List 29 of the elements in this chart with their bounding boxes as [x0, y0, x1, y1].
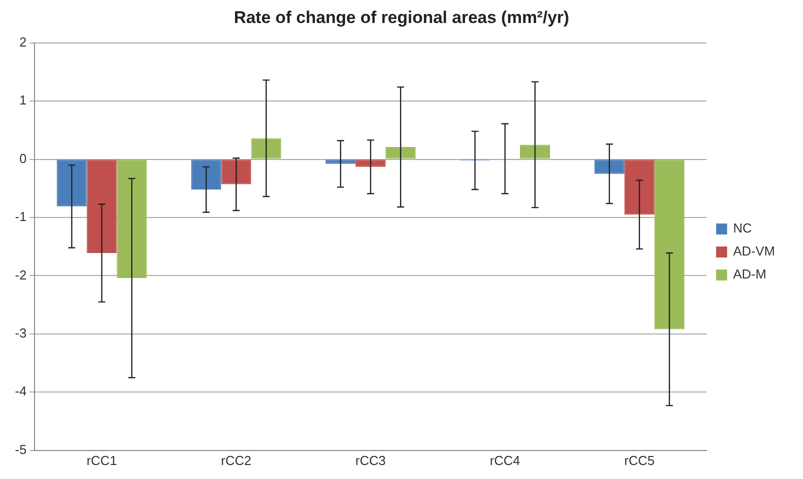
bar: [386, 147, 416, 159]
legend-label: AD-M: [733, 266, 766, 282]
bar: [654, 160, 684, 330]
legend-label: AD-VM: [733, 244, 775, 259]
x-tick-label: rCC4: [490, 452, 520, 468]
y-tick-label: -5: [14, 442, 27, 457]
chart-title: Rate of change of regional areas (mm²/yr): [232, 8, 570, 28]
bar: [116, 160, 147, 278]
bar: [86, 160, 117, 254]
bar: [624, 160, 654, 215]
y-tick-label: 2: [19, 34, 27, 50]
legend-label: NC: [733, 220, 752, 236]
x-tick-label: rCC1: [86, 452, 117, 468]
bar: [594, 160, 624, 174]
x-tick-label: rCC3: [355, 452, 386, 468]
y-tick-label: 0: [19, 150, 27, 166]
bar: [520, 144, 550, 159]
bar: [356, 160, 386, 167]
y-tick-label: -4: [14, 384, 27, 399]
y-tick-label: -1: [14, 209, 27, 224]
bar: [191, 160, 222, 190]
y-tick-label: -3: [14, 326, 27, 341]
x-tick-label: rCC5: [624, 452, 655, 468]
bar: [56, 160, 87, 206]
bar: [221, 160, 252, 184]
x-tick-label: rCC2: [221, 452, 252, 468]
bar: [251, 138, 282, 159]
y-tick-label: -2: [14, 267, 27, 282]
y-tick-label: 1: [19, 92, 27, 108]
